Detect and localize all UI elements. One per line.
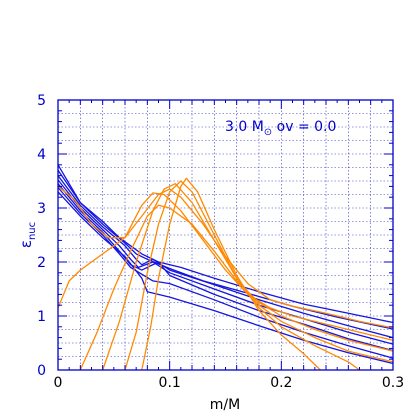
- x-tick-label: 0: [54, 375, 63, 391]
- y-tick-label: 2: [37, 255, 46, 271]
- series-line-blue-7: [57, 191, 394, 365]
- series-line-orange-13: [141, 177, 321, 371]
- y-axis-label: εnuc: [17, 222, 38, 248]
- plot-area: [57, 164, 394, 371]
- x-tick-label: 0.1: [159, 375, 181, 391]
- y-tick-label: 0: [37, 363, 46, 379]
- annotation-label: 3.0 M⊙ ov = 0.0: [225, 119, 336, 138]
- tick-labels: 0 0.1 0.2 0.3 0 1 2 3 4 5: [37, 93, 404, 391]
- x-tick-label: 0.2: [270, 375, 292, 391]
- series-line-orange-9: [57, 192, 394, 341]
- series-line-blue-6: [57, 187, 394, 359]
- svg-text:εnuc: εnuc: [17, 222, 38, 248]
- y-tick-label: 1: [37, 309, 46, 325]
- y-tick-label: 5: [37, 93, 46, 109]
- series-line-blue-3: [57, 175, 394, 339]
- axis-ticks: [57, 99, 394, 371]
- series-line-orange-11: [102, 183, 394, 371]
- series-line-orange-12: [124, 180, 360, 371]
- x-axis-label: m/M: [210, 397, 240, 413]
- series-line-orange-10: [79, 204, 394, 371]
- series-line-orange-8: [57, 185, 394, 329]
- x-tick-label: 0.3: [382, 375, 404, 391]
- y-tick-label: 4: [37, 147, 46, 163]
- y-tick-label: 3: [37, 201, 46, 217]
- series-line-blue-5: [57, 183, 394, 352]
